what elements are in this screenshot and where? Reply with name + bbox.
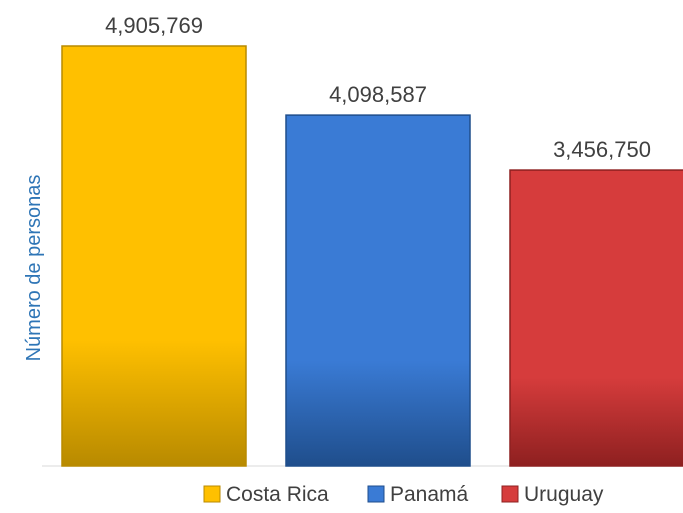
legend-label-panama: Panamá bbox=[390, 483, 469, 506]
y-axis-label: Número de personas bbox=[23, 175, 45, 362]
data-label-panama: 4,098,587 bbox=[329, 82, 427, 107]
legend-label-costa-rica: Costa Rica bbox=[226, 483, 329, 506]
bar-panama bbox=[285, 114, 471, 467]
data-label-costa-rica: 4,905,769 bbox=[105, 13, 203, 38]
data-label-uruguay: 3,456,750 bbox=[553, 137, 651, 162]
legend-swatch-panama bbox=[367, 485, 385, 503]
legend-swatch-costa-rica bbox=[203, 485, 221, 503]
legend-label-uruguay: Uruguay bbox=[524, 483, 604, 506]
bar-costa-rica bbox=[61, 45, 247, 467]
legend-swatch-uruguay bbox=[501, 485, 519, 503]
bar-uruguay bbox=[509, 169, 683, 467]
